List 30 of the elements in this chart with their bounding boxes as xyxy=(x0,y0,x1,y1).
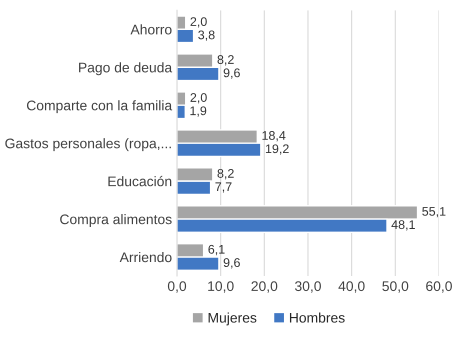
x-tick-label: 50,0 xyxy=(382,281,408,293)
y-tick-label: Pago de deuda xyxy=(79,62,172,76)
legend-label: Hombres xyxy=(290,312,345,323)
legend-label: Mujeres xyxy=(208,312,256,326)
y-tick-label: Arriendo xyxy=(120,252,172,262)
y-tick-label: Gastos personales (ropa,... xyxy=(5,138,171,152)
data-label: 1,9 xyxy=(190,106,206,117)
data-label: 9,6 xyxy=(224,258,240,268)
x-tick-label: 60,0 xyxy=(426,281,452,293)
data-label: 2,0 xyxy=(190,17,207,28)
data-label: 7,7 xyxy=(215,182,232,193)
y-tick-label: Educación xyxy=(108,176,172,186)
data-label: 48,1 xyxy=(391,220,415,231)
data-label: 9,6 xyxy=(224,68,240,79)
data-label: 8,2 xyxy=(218,55,234,66)
y-tick-label: Comparte con la familia xyxy=(26,100,172,114)
y-tick-label: Compra alimentos xyxy=(60,214,172,227)
data-label: 2,0 xyxy=(190,93,207,104)
y-tick-label: Ahorro xyxy=(130,24,172,34)
data-label: 19,2 xyxy=(266,144,289,155)
data-label: 18,4 xyxy=(262,131,286,142)
x-tick-label: 10,0 xyxy=(208,281,234,293)
data-label: 3,8 xyxy=(198,30,215,41)
x-tick-label: 40,0 xyxy=(338,281,365,293)
x-tick-label: 0,0 xyxy=(168,281,186,293)
data-label: 55,1 xyxy=(422,207,446,218)
data-label: 6,1 xyxy=(208,244,225,256)
x-tick-label: 30,0 xyxy=(294,281,321,293)
x-tick-label: 20,0 xyxy=(252,281,278,293)
data-label: 8,2 xyxy=(218,168,234,180)
